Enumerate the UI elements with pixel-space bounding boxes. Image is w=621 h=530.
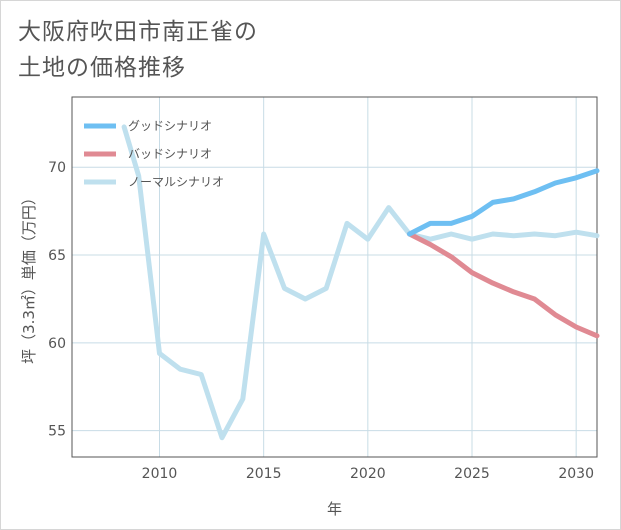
legend-label-good: グッドシナリオ	[128, 119, 212, 133]
x-tick-label-2025: 2025	[454, 466, 490, 482]
chart-title: 大阪府吹田市南正雀の 土地の価格推移	[18, 14, 258, 86]
x-tick-label-2010: 2010	[142, 466, 178, 482]
chart-title-line-1: 大阪府吹田市南正雀の	[18, 19, 258, 45]
y-axis-label: 坪（3.3㎡）単価（万円）	[20, 190, 38, 364]
series-line-bad	[407, 231, 600, 339]
legend-label-bad: バッドシナリオ	[128, 147, 212, 161]
plot-area-border	[71, 96, 598, 458]
y-tick-label-70: 70	[48, 160, 66, 176]
y-tick-label-60: 60	[48, 336, 66, 352]
series-lines	[121, 124, 600, 441]
x-tick-label-2020: 2020	[350, 466, 386, 482]
legend: グッドシナリオ バッドシナリオ ノーマルシナリオ	[84, 119, 224, 189]
x-tick-label-2015: 2015	[246, 466, 282, 482]
x-tick-label-2030: 2030	[558, 466, 594, 482]
series-line-good	[407, 168, 600, 237]
x-axis-label: 年	[327, 500, 342, 518]
y-tick-label-55: 55	[48, 424, 66, 440]
tick-labels: 2010 2015 2020 2025 2030 55 60 65 70	[48, 160, 594, 482]
legend-label-normal: ノーマルシナリオ	[128, 175, 224, 189]
y-tick-label-65: 65	[48, 248, 66, 264]
chart-title-line-2: 土地の価格推移	[18, 55, 186, 81]
series-line-normal	[121, 124, 600, 441]
